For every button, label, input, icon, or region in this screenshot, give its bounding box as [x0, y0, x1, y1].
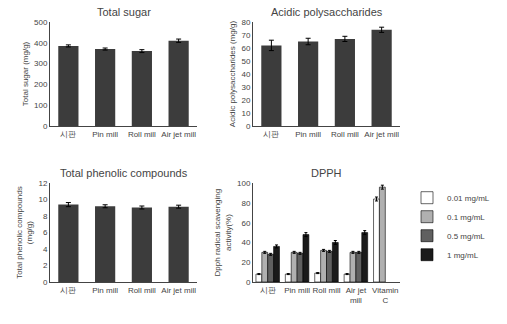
svg-text:시판: 시판: [260, 286, 276, 295]
svg-text:0.5 mg/mL: 0.5 mg/mL: [447, 232, 485, 241]
svg-text:Roll mill: Roll mill: [128, 286, 156, 295]
svg-text:10: 10: [38, 195, 47, 204]
svg-text:100: 100: [237, 179, 251, 188]
svg-text:6: 6: [43, 228, 48, 237]
svg-text:Total phenolic compounds: Total phenolic compounds: [60, 167, 188, 179]
svg-text:40: 40: [241, 238, 250, 247]
svg-text:50: 50: [241, 57, 250, 66]
svg-text:30: 30: [241, 83, 250, 92]
svg-text:1 mg/mL: 1 mg/mL: [447, 251, 479, 260]
svg-text:Roll mill: Roll mill: [128, 130, 156, 139]
svg-text:80: 80: [241, 18, 250, 27]
svg-text:300: 300: [34, 59, 48, 68]
svg-text:4: 4: [43, 245, 48, 254]
svg-text:60: 60: [241, 44, 250, 53]
svg-text:VitaminC: VitaminC: [372, 286, 399, 305]
svg-text:2: 2: [43, 261, 48, 270]
svg-text:20: 20: [241, 96, 250, 105]
svg-text:Pin mill: Pin mill: [295, 130, 321, 139]
svg-text:DPPH: DPPH: [311, 167, 342, 179]
svg-text:0: 0: [246, 122, 251, 131]
svg-text:Pin mill: Pin mill: [92, 286, 118, 295]
svg-text:Air jet mill: Air jet mill: [161, 286, 196, 295]
svg-text:80: 80: [241, 199, 250, 208]
svg-text:500: 500: [34, 18, 48, 27]
svg-text:200: 200: [34, 80, 48, 89]
svg-text:Air jet mill: Air jet mill: [364, 130, 399, 139]
svg-text:70: 70: [241, 31, 250, 40]
svg-text:0: 0: [246, 278, 251, 287]
svg-text:Total sugar: Total sugar: [97, 6, 151, 18]
svg-text:Acidic polysaccharides (mg/g): Acidic polysaccharides (mg/g): [228, 21, 237, 128]
svg-text:20: 20: [241, 258, 250, 267]
svg-text:Pin mill: Pin mill: [92, 130, 118, 139]
svg-text:Total phenolic compounds(mg/g): Total phenolic compounds(mg/g): [15, 186, 34, 279]
svg-text:10: 10: [241, 109, 250, 118]
svg-text:0: 0: [43, 278, 48, 287]
svg-text:60: 60: [241, 219, 250, 228]
svg-text:시판: 시판: [263, 130, 279, 139]
svg-text:시판: 시판: [60, 130, 76, 139]
svg-text:시판: 시판: [60, 286, 76, 295]
svg-text:100: 100: [34, 101, 48, 110]
svg-text:Total sugar (mg/g): Total sugar (mg/g): [21, 41, 30, 106]
svg-text:400: 400: [34, 39, 48, 48]
svg-text:12: 12: [38, 179, 47, 188]
svg-text:Dpph radical scavengingactivit: Dpph radical scavengingactivity(%): [213, 189, 232, 277]
svg-text:Air jet mill: Air jet mill: [161, 130, 196, 139]
svg-text:Roll mill: Roll mill: [313, 286, 341, 295]
svg-text:40: 40: [241, 70, 250, 79]
svg-text:8: 8: [43, 212, 48, 221]
svg-text:0.01 mg/mL: 0.01 mg/mL: [447, 194, 490, 203]
svg-text:Acidic polysaccharides: Acidic polysaccharides: [271, 6, 383, 18]
svg-text:Roll mill: Roll mill: [331, 130, 359, 139]
svg-text:Pin mill: Pin mill: [284, 286, 310, 295]
svg-text:0.1 mg/mL: 0.1 mg/mL: [447, 213, 485, 222]
svg-text:Air jetmill: Air jetmill: [346, 286, 367, 305]
svg-text:0: 0: [43, 122, 48, 131]
